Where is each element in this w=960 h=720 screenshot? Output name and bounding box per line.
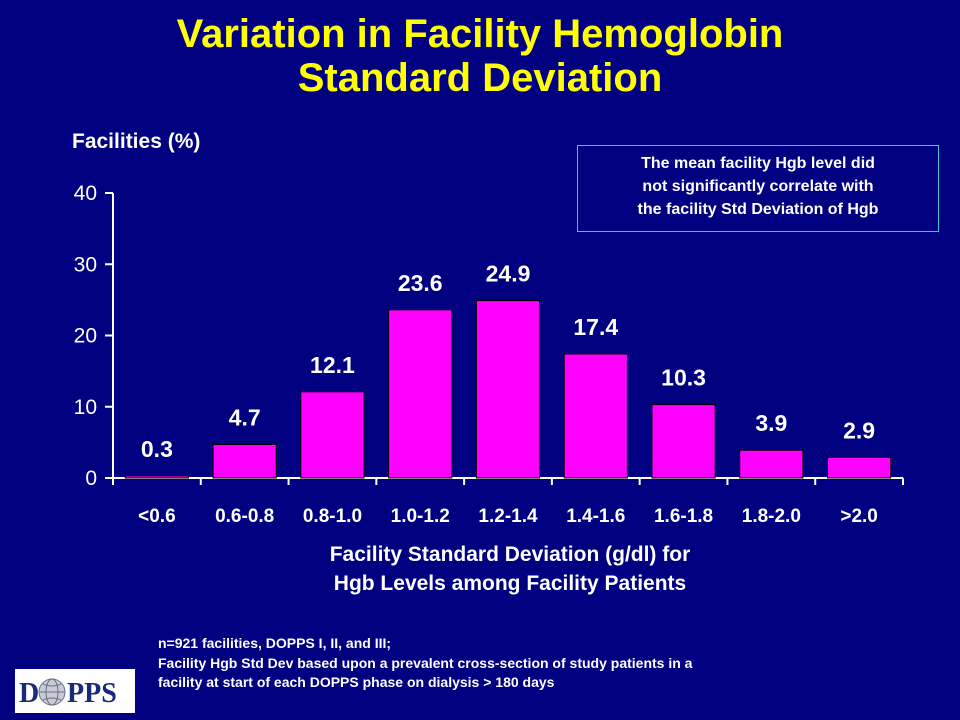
data-label: 0.3 [141, 436, 173, 462]
data-label: 4.7 [229, 405, 261, 431]
x-axis-label-line-2: Hgb Levels among Facility Patients [333, 572, 687, 595]
footnote-line-1: n=921 facilities, DOPPS I, II, and III; [158, 635, 392, 651]
bar [563, 353, 628, 479]
title-line-1: Variation in Facility Hemoglobin [176, 12, 784, 56]
logo-letter-d: D [19, 678, 39, 709]
annotation-box: The mean facility Hgb level did not sign… [577, 145, 939, 232]
x-tick-label: 1.8-2.0 [742, 506, 801, 527]
page-title: Variation in Facility Hemoglobin Standar… [0, 12, 960, 100]
bar [124, 475, 189, 479]
dopps-logo-graphic: D PPS [19, 678, 117, 709]
bar [388, 309, 453, 479]
x-tick-label: 0.6-0.8 [215, 506, 274, 527]
dopps-logo: D PPS [14, 668, 136, 714]
y-tick-label: 20 [74, 325, 97, 348]
data-label: 24.9 [486, 261, 531, 287]
x-axis-label: Facility Standard Deviation (g/dl) for H… [180, 540, 840, 598]
x-tick-label: 1.6-1.8 [654, 506, 713, 527]
x-axis-label-line-1: Facility Standard Deviation (g/dl) for [329, 543, 691, 566]
bar [475, 300, 541, 479]
logo-letters-pps: PPS [67, 678, 117, 709]
x-tick-label: <0.6 [138, 506, 176, 527]
y-axis-label: Facilities (%) [72, 130, 201, 153]
data-label: 2.9 [843, 417, 875, 443]
footnote-line-3: facility at start of each DOPPS phase on… [158, 674, 555, 690]
footnote-line-2: Facility Hgb Std Dev based upon a preval… [158, 654, 693, 671]
annotation-line-2: not significantly correlate with [642, 178, 874, 195]
title-line-2: Standard Deviation [297, 56, 663, 100]
bar [739, 449, 804, 479]
x-tick-label: 0.8-1.0 [303, 506, 362, 527]
bar [300, 391, 365, 479]
annotation-line-1: The mean facility Hgb level did [641, 155, 875, 172]
data-label: 23.6 [398, 270, 443, 296]
x-tick-label: 1.0-1.2 [391, 506, 450, 527]
x-tick-label: 1.2-1.4 [478, 506, 538, 527]
annotation-line-3: the facility Std Deviation of Hgb [637, 201, 879, 218]
footnote: n=921 facilities, DOPPS I, II, and III; … [158, 634, 948, 693]
bar-chart: 0 10 20 30 40 0.3 <0.6 4.7 0.6-0.8 12.1 0.8-1.0 23.… [74, 182, 904, 527]
data-label: 12.1 [310, 352, 355, 378]
x-tick-label: 1.4-1.6 [566, 506, 625, 527]
x-tick-label: >2.0 [840, 506, 878, 527]
y-tick-label: 40 [74, 182, 97, 205]
bar [827, 456, 892, 479]
data-label: 17.4 [573, 314, 618, 340]
y-tick-label: 10 [74, 396, 97, 419]
bar [651, 404, 716, 479]
data-label: 3.9 [755, 410, 787, 436]
data-label: 10.3 [661, 365, 706, 391]
y-tick-label: 30 [74, 253, 97, 276]
y-tick-label: 0 [85, 467, 97, 490]
bar [212, 444, 277, 479]
globe-icon [38, 678, 66, 706]
